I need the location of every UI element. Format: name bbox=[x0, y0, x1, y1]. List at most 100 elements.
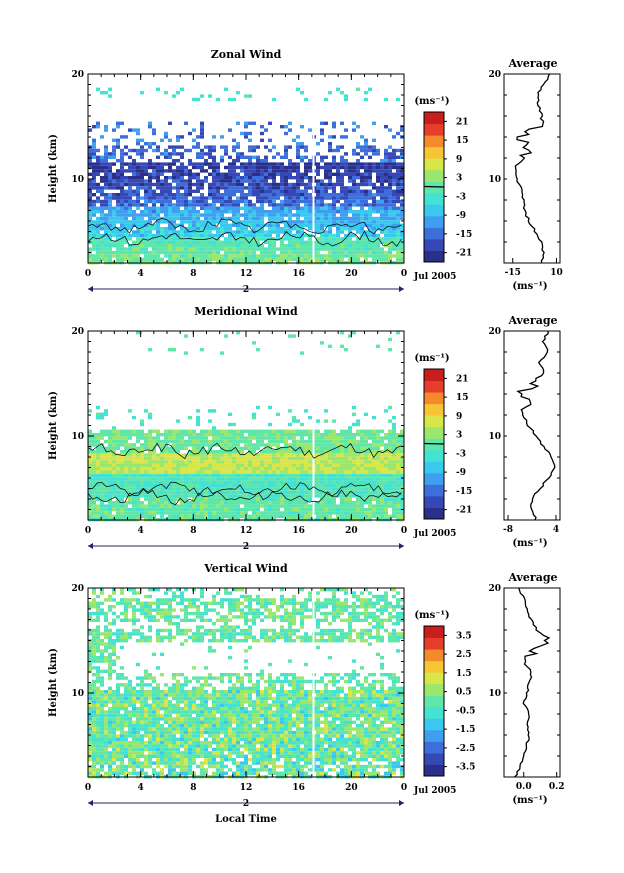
heatmap-cell bbox=[388, 210, 392, 214]
heatmap-cell bbox=[296, 189, 300, 193]
heatmap-cell bbox=[276, 463, 280, 467]
heatmap-cell bbox=[392, 159, 396, 163]
heatmap-cell bbox=[104, 504, 108, 508]
heatmap-cell bbox=[240, 480, 244, 484]
heatmap-cell bbox=[248, 501, 252, 505]
heatmap-cell bbox=[172, 240, 176, 244]
heatmap-cell bbox=[320, 507, 324, 512]
heatmap-cell bbox=[176, 507, 180, 512]
heatmap-cell bbox=[320, 433, 324, 437]
heatmap-cell bbox=[360, 203, 364, 207]
heatmap-cell bbox=[144, 250, 148, 255]
heatmap-cell bbox=[116, 494, 120, 498]
heatmap-cell bbox=[300, 507, 304, 512]
heatmap-cell bbox=[288, 196, 292, 200]
heatmap-cell bbox=[112, 179, 116, 183]
heatmap-cell bbox=[280, 203, 284, 207]
heatmap-cell bbox=[164, 196, 168, 200]
heatmap-cell bbox=[192, 145, 196, 149]
heatmap-cell bbox=[116, 220, 120, 224]
heatmap-cell bbox=[364, 230, 368, 234]
heatmap-cell bbox=[384, 504, 388, 508]
heatmap-cell bbox=[228, 494, 232, 498]
heatmap-cell bbox=[132, 216, 136, 221]
heatmap-cell bbox=[184, 501, 188, 505]
heatmap-cell bbox=[360, 182, 364, 187]
heatmap-cell bbox=[120, 223, 124, 227]
heatmap-cell bbox=[88, 182, 92, 187]
heatmap-cell bbox=[152, 507, 156, 512]
colorbar-tick-label: -15 bbox=[456, 487, 472, 497]
heatmap-cell bbox=[160, 433, 164, 437]
heatmap-cell bbox=[96, 456, 100, 461]
heatmap-cell bbox=[144, 443, 148, 447]
heatmap-cell bbox=[144, 504, 148, 508]
heatmap-cell bbox=[296, 507, 300, 512]
heatmap-cell bbox=[308, 439, 312, 444]
heatmap-cell bbox=[108, 504, 112, 508]
heatmap-cell bbox=[152, 254, 156, 258]
heatmap-cell bbox=[120, 227, 124, 231]
heatmap-cell bbox=[168, 199, 172, 204]
heatmap-cell bbox=[200, 247, 204, 251]
heatmap-cell bbox=[396, 186, 400, 190]
heatmap-cell bbox=[284, 186, 288, 190]
heatmap-cell bbox=[168, 254, 172, 258]
heatmap-cell bbox=[108, 254, 112, 258]
heatmap-cell bbox=[216, 97, 220, 102]
heatmap-cell bbox=[284, 487, 288, 491]
heatmap-cell bbox=[248, 439, 252, 444]
heatmap-cell bbox=[264, 467, 268, 471]
heatmap-cell bbox=[196, 487, 200, 491]
heatmap-cell bbox=[136, 467, 140, 471]
heatmap-cell bbox=[120, 169, 124, 173]
heatmap-cell bbox=[248, 507, 252, 512]
heatmap-cell bbox=[372, 230, 376, 234]
heatmap-cell bbox=[276, 210, 280, 214]
heatmap-cell bbox=[288, 169, 292, 173]
heatmap-cell bbox=[352, 189, 356, 193]
heatmap-cell bbox=[396, 456, 400, 461]
heatmap-cell bbox=[200, 121, 204, 125]
heatmap-cell bbox=[292, 433, 296, 437]
heatmap-cell bbox=[400, 189, 404, 193]
heatmap-cell bbox=[232, 463, 236, 467]
heatmap-cell bbox=[164, 487, 168, 491]
heatmap-cell bbox=[188, 240, 192, 244]
heatmap-cell bbox=[276, 169, 280, 173]
heatmap-cell bbox=[248, 514, 252, 518]
heatmap-cell bbox=[160, 446, 164, 450]
heatmap-cell bbox=[260, 514, 264, 518]
heatmap-cell bbox=[208, 182, 212, 187]
heatmap-cell bbox=[244, 186, 248, 190]
heatmap-cell bbox=[348, 463, 352, 467]
heatmap-cell bbox=[132, 169, 136, 173]
heatmap-cell bbox=[264, 477, 268, 481]
heatmap-cell bbox=[100, 450, 104, 454]
heatmap-cell bbox=[300, 436, 304, 440]
heatmap-cell bbox=[372, 145, 376, 149]
heatmap-cell bbox=[388, 456, 392, 461]
heatmap-cell bbox=[372, 477, 376, 481]
heatmap-cell bbox=[136, 254, 140, 258]
heatmap-cell bbox=[300, 473, 304, 478]
heatmap-cell bbox=[244, 172, 248, 176]
heatmap-cell bbox=[188, 460, 192, 464]
heatmap-cell bbox=[116, 210, 120, 214]
heatmap-cell bbox=[340, 467, 344, 471]
heatmap-cell bbox=[316, 165, 320, 170]
heatmap-cell bbox=[208, 172, 212, 176]
heatmap-cell bbox=[264, 193, 268, 197]
heatmap-cell bbox=[128, 490, 132, 495]
heatmap-cell bbox=[100, 436, 104, 440]
heatmap-cell bbox=[176, 470, 180, 474]
heatmap-cell bbox=[100, 460, 104, 464]
heatmap-cell bbox=[292, 247, 296, 251]
heatmap-cell bbox=[240, 439, 244, 444]
heatmap-cell bbox=[384, 203, 388, 207]
heatmap-cell bbox=[284, 460, 288, 464]
heatmap-cell bbox=[212, 172, 216, 176]
heatmap-cell bbox=[260, 179, 264, 183]
heatmap-cell bbox=[380, 169, 384, 173]
heatmap-cell bbox=[104, 159, 108, 163]
